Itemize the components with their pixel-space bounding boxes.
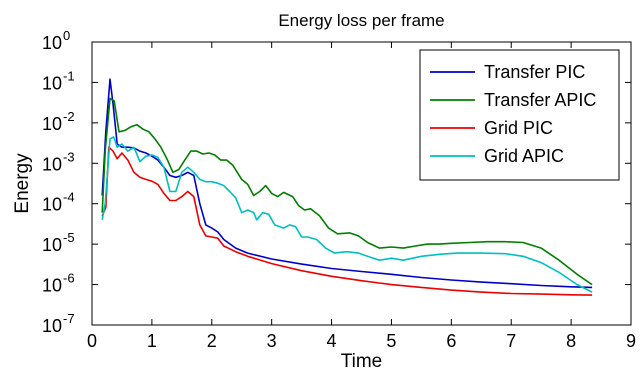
series-line-grid-apic (101, 136, 593, 293)
y-tick-exponent: 0 (63, 28, 70, 43)
legend-entry-label: Transfer PIC (484, 62, 585, 82)
y-tick-label: 10 (42, 73, 62, 93)
y-tick-exponent: -5 (63, 230, 75, 245)
x-tick-label: 0 (87, 331, 97, 351)
series-line-transfer-apic (101, 97, 593, 286)
chart-title: Energy loss per frame (278, 11, 444, 30)
y-tick-exponent: -4 (63, 190, 75, 205)
x-tick-label: 4 (327, 331, 337, 351)
y-tick-label: 10 (42, 235, 62, 255)
y-tick-exponent: -7 (63, 311, 75, 326)
y-tick-exponent: -3 (63, 149, 75, 164)
legend-entry-label: Grid APIC (484, 146, 564, 166)
series-line-grid-pic (101, 146, 593, 296)
y-tick-label: 10 (42, 114, 62, 134)
y-tick-exponent: -2 (63, 109, 75, 124)
series-layer (101, 78, 593, 296)
y-tick-exponent: -6 (63, 271, 75, 286)
x-axis-label: Time (341, 351, 383, 372)
y-tick-label: 10 (42, 316, 62, 336)
x-tick-label: 6 (446, 331, 456, 351)
y-tick-label: 10 (42, 195, 62, 215)
legend-entry-label: Grid PIC (484, 118, 553, 138)
legend: Transfer PIC Transfer APIC Grid PIC Grid AP… (419, 49, 620, 181)
x-tick-label: 8 (566, 331, 576, 351)
x-tick-label: 9 (626, 331, 636, 351)
y-tick-label: 10 (42, 276, 62, 296)
y-tick-label: 10 (42, 33, 62, 53)
x-tick-label: 2 (207, 331, 217, 351)
series-line-transfer-pic (101, 78, 593, 289)
y-tick-label: 10 (42, 154, 62, 174)
x-tick-label: 3 (267, 331, 277, 351)
x-tick-label: 7 (506, 331, 516, 351)
plot-frame (91, 41, 632, 326)
x-tick-label: 1 (147, 331, 157, 351)
x-tick-label: 5 (386, 331, 396, 351)
y-axis-label: Energy (12, 153, 33, 214)
y-tick-exponent: -1 (63, 68, 75, 83)
legend-entry-label: Transfer APIC (484, 90, 596, 110)
